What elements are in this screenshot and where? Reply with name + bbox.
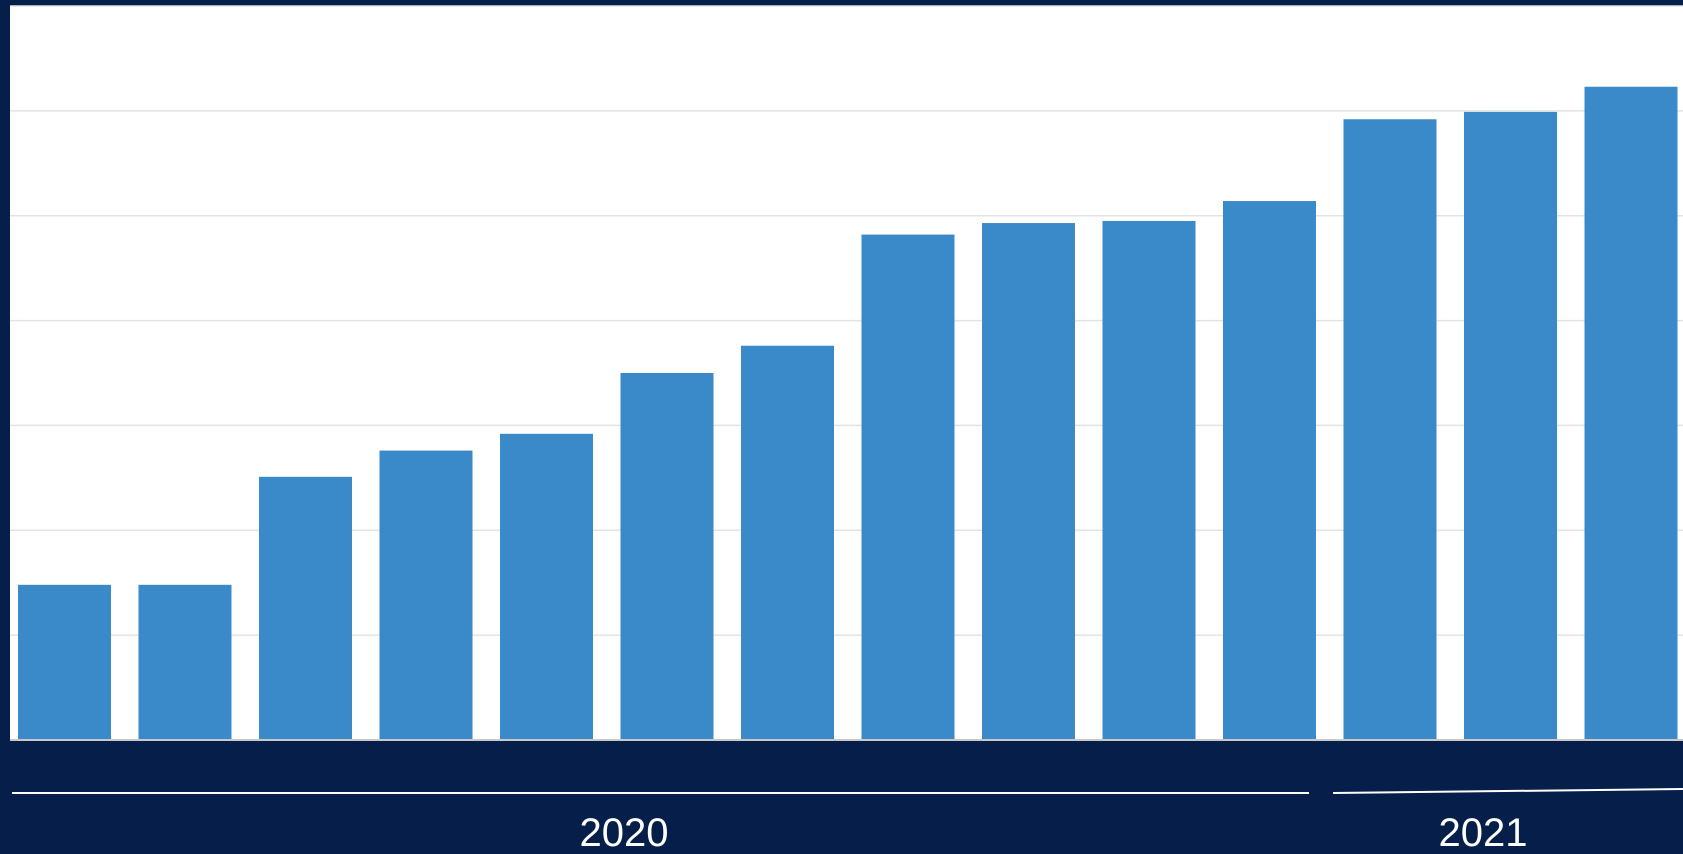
year-label-2020: 2020 (580, 811, 669, 854)
bar (1343, 119, 1437, 740)
bar (18, 584, 111, 740)
bar (259, 476, 352, 740)
group-line-2021 (1332, 788, 1683, 794)
bar (982, 223, 1075, 740)
bar (138, 584, 232, 740)
bar (1464, 111, 1557, 741)
bar (500, 433, 593, 740)
bar (861, 234, 955, 741)
bar (741, 345, 834, 740)
bar (1584, 86, 1678, 741)
bars (18, 86, 1678, 741)
year-groups: 2020 2021 (12, 788, 1683, 854)
bar (620, 373, 714, 740)
bar (379, 450, 473, 740)
bar (1102, 220, 1196, 740)
bar (1223, 201, 1316, 740)
year-label-2021: 2021 (1439, 811, 1528, 854)
